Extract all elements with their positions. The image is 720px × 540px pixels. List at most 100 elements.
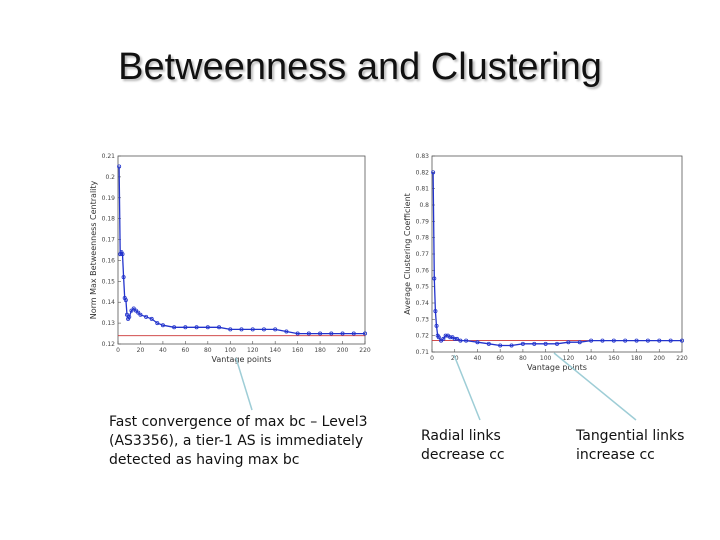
pointer-right — [553, 352, 637, 421]
chart2-data-point — [452, 336, 457, 341]
chart1-ytick-label: 0.19 — [102, 195, 116, 202]
chart1-data-point — [228, 327, 233, 332]
chart1-data-point — [172, 325, 177, 330]
chart2-data-point — [441, 336, 446, 341]
chart2-ytick-label: 0.8 — [419, 202, 429, 209]
chart2-xtick-label: 100 — [540, 355, 552, 362]
chart1-data-point — [149, 316, 154, 321]
chart1-ytick-label: 0.17 — [102, 237, 116, 244]
chart2-data-point — [679, 338, 684, 343]
chart2-data-point — [448, 335, 453, 340]
chart2-data-point — [431, 170, 436, 175]
chart1-ytick-label: 0.14 — [102, 299, 116, 306]
chart1-data-point — [117, 164, 122, 169]
chart1-data-point — [261, 327, 266, 332]
chart1-plot-frame — [117, 155, 366, 345]
chart1-data-point — [205, 325, 210, 330]
chart2-ytick-label: 0.79 — [416, 218, 430, 225]
chart2-data-point — [498, 343, 503, 348]
chart2-data-point — [611, 338, 616, 343]
chart2-data-point — [433, 309, 438, 314]
chart1-data-point — [155, 321, 160, 326]
chart2-ylabel: Average Clustering Coefficient — [403, 193, 412, 315]
chart1-data-point — [123, 298, 128, 303]
chart1-xtick-label: 80 — [204, 347, 212, 354]
chart2-ytick-label: 0.78 — [416, 235, 430, 242]
chart1-data-point — [194, 325, 199, 330]
chart2-data-point — [458, 338, 463, 343]
chart2-data-point — [436, 335, 441, 340]
chart1-data-point — [217, 325, 222, 330]
chart1-ylabel: Norm Max Betweenness Centrality — [89, 180, 98, 319]
chart1-data-point — [120, 252, 125, 257]
chart1-xtick-label: 200 — [337, 347, 349, 354]
chart2-data-point — [486, 341, 491, 346]
chart2-data-point — [657, 338, 662, 343]
chart1-data-point — [295, 331, 300, 336]
chart2-ytick-label: 0.82 — [416, 169, 430, 176]
chart2-data-point — [634, 338, 639, 343]
chart2-data-point — [645, 338, 650, 343]
chart1-ytick-label: 0.18 — [102, 216, 116, 223]
chart1-ytick-label: 0.21 — [102, 153, 116, 160]
chart2-xtick-label: 200 — [654, 355, 666, 362]
chart2-ytick-label: 0.81 — [416, 186, 430, 193]
chart1-data-point — [306, 331, 311, 336]
chart1-xtick-label: 100 — [225, 347, 237, 354]
chart2-data-point — [464, 338, 469, 343]
chart2-data-point — [589, 338, 594, 343]
slide-title: Betweenness and Clustering — [118, 46, 602, 88]
chart1-ytick-label: 0.13 — [102, 320, 116, 327]
chart1-data-point — [239, 327, 244, 332]
chart1-data-point — [127, 314, 132, 319]
chart1-xtick-label: 160 — [292, 347, 304, 354]
chart1-data-point — [250, 327, 255, 332]
chart2-xtick-label: 0 — [430, 355, 434, 362]
chart2-data-point — [566, 340, 571, 345]
chart1-data-point — [340, 331, 345, 336]
chart2-data-point — [443, 333, 448, 338]
chart1-xtick-label: 20 — [137, 347, 145, 354]
chart1-data-point — [160, 323, 165, 328]
chart1-data-point — [351, 331, 356, 336]
chart2-xtick-label: 60 — [496, 355, 504, 362]
chart2-data-point — [577, 340, 582, 345]
chart2-xtick-label: 220 — [676, 355, 688, 362]
chart2-ytick-label: 0.74 — [416, 300, 430, 307]
chart2-xtick-label: 160 — [608, 355, 620, 362]
caption-radial-links: Radial links decrease cc — [421, 428, 505, 463]
chart1-xtick-label: 0 — [116, 347, 120, 354]
chart2-xtick-label: 180 — [631, 355, 643, 362]
chart2-data-point — [520, 341, 525, 346]
chart1-data-point — [131, 306, 136, 311]
chart1-data-point — [318, 331, 323, 336]
chart2-data-point — [509, 343, 514, 348]
chart1-data-point — [183, 325, 188, 330]
pointer-left — [235, 357, 253, 411]
caption-tangential-links: Tangential links increase cc — [576, 428, 685, 463]
chart2-ytick-label: 0.77 — [416, 251, 430, 258]
chart2-data-point — [432, 276, 437, 281]
chart2-data-point — [543, 341, 548, 346]
chart1-ytick-label: 0.12 — [102, 341, 116, 348]
chart2-xtick-label: 120 — [563, 355, 575, 362]
chart2-data-point — [600, 338, 605, 343]
chart1-xtick-label: 120 — [247, 347, 259, 354]
chart1-data-point — [138, 312, 143, 317]
chart1-ytick-label: 0.16 — [102, 257, 116, 264]
chart2-data-point — [668, 338, 673, 343]
chart1-data-point — [284, 329, 289, 334]
chart2-ytick-label: 0.75 — [416, 284, 430, 291]
chart2-ytick-label: 0.72 — [416, 333, 430, 340]
chart1-xtick-label: 140 — [269, 347, 281, 354]
betweenness-chart: 0.12 0.13 0.14 0.15 0.16 0.17 0.18 0.19 0.2 0.21 0… — [89, 153, 371, 364]
chart2-ytick-label: 0.71 — [416, 349, 430, 356]
chart2-xtick-label: 40 — [474, 355, 482, 362]
chart2-data-point — [475, 340, 480, 345]
chart1-xtick-label: 60 — [182, 347, 190, 354]
chart2-ytick-label: 0.73 — [416, 316, 430, 323]
chart2-data-point — [532, 341, 537, 346]
chart1-data-point — [273, 327, 278, 332]
chart1-data-point — [136, 310, 141, 315]
